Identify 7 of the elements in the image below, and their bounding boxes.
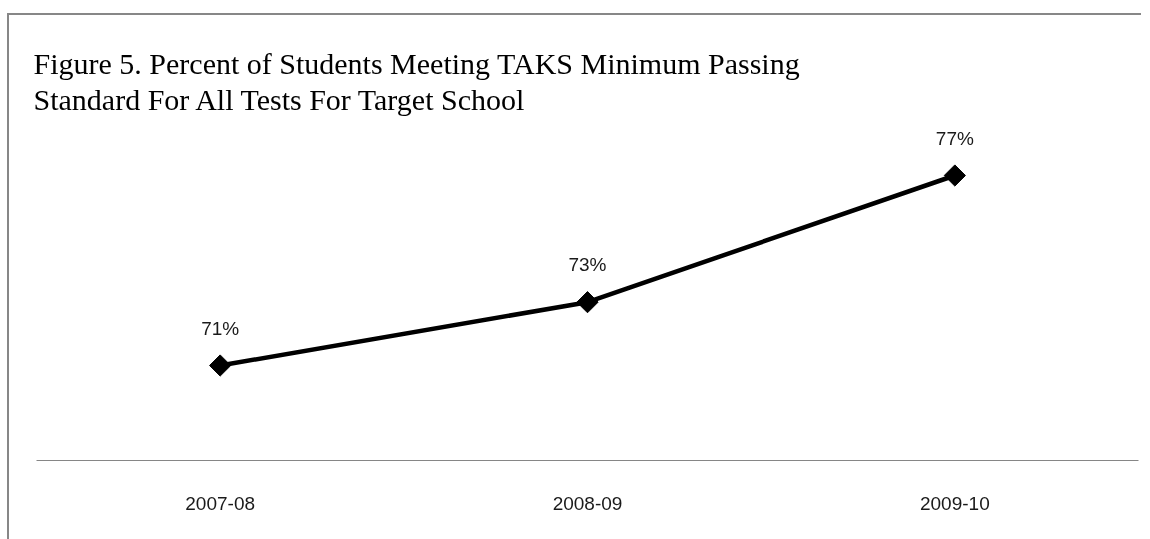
data-label: 77% [935, 127, 974, 149]
data-label: 73% [568, 254, 607, 276]
x-tick-label: 2008-09 [552, 492, 623, 514]
x-tick-label: 2009-10 [919, 492, 990, 514]
data-label: 71% [201, 317, 240, 339]
x-tick-label: 2007-08 [185, 492, 256, 514]
chart-title: Figure 5. Percent of Students Meeting TAKS Minimum Passing Standard For All Tests For Target School [33, 47, 800, 117]
